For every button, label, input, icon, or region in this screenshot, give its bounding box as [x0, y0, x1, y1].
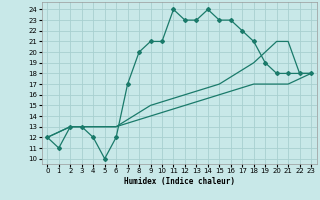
X-axis label: Humidex (Indice chaleur): Humidex (Indice chaleur)	[124, 177, 235, 186]
